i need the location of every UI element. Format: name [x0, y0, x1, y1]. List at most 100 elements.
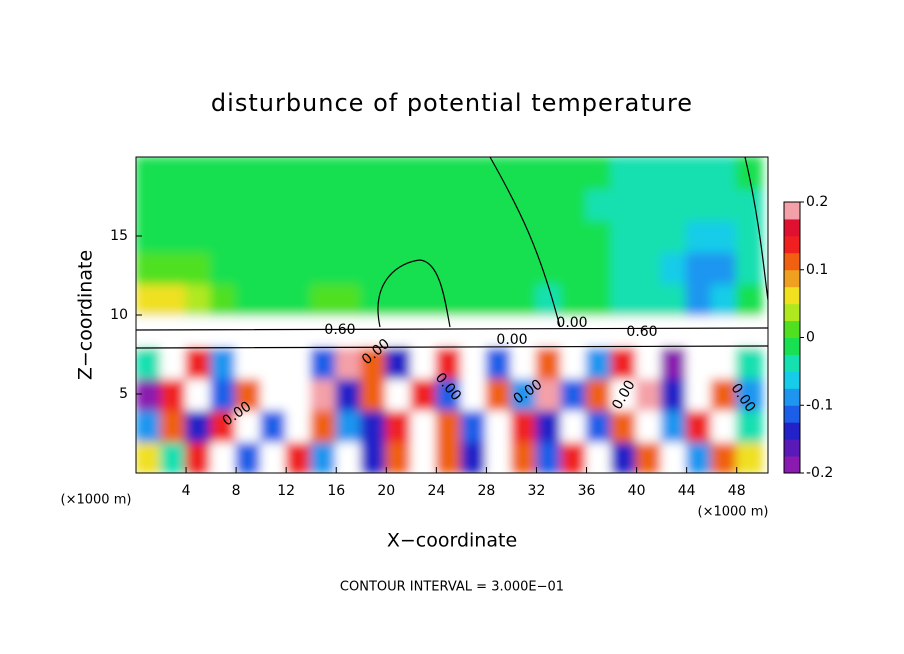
- y-tick-label: 15: [110, 228, 128, 244]
- colorbar-swatch: [784, 286, 800, 305]
- cell: [460, 250, 488, 285]
- cell: [660, 219, 688, 253]
- cell: [410, 157, 438, 190]
- cell: [610, 440, 638, 473]
- cell: [585, 219, 613, 253]
- cell: [635, 408, 663, 443]
- cell: [410, 282, 438, 316]
- cell: [260, 187, 288, 222]
- cell: [485, 219, 513, 253]
- cell: [710, 187, 738, 222]
- cell: [435, 157, 463, 190]
- cell: [560, 408, 588, 443]
- cell: [410, 219, 438, 253]
- cell: [136, 345, 163, 380]
- cell: [585, 250, 613, 285]
- cell: [185, 440, 213, 473]
- cell: [735, 377, 763, 411]
- cell: [435, 408, 463, 443]
- cell: [585, 408, 613, 443]
- cell: [310, 250, 338, 285]
- cell: [210, 219, 238, 253]
- cell: [136, 440, 163, 473]
- cell: [410, 440, 438, 473]
- colorbar-swatch: [784, 303, 800, 322]
- x-tick-label: 32: [528, 483, 546, 499]
- cell: [435, 219, 463, 253]
- cell: [485, 440, 513, 473]
- cell: [410, 377, 438, 411]
- x-tick-label: 4: [182, 483, 191, 499]
- cell: [210, 408, 238, 443]
- cell: [460, 157, 488, 190]
- cell: [385, 282, 413, 316]
- cell: [460, 345, 488, 380]
- cell: [435, 250, 463, 285]
- cell: [510, 440, 538, 473]
- cell: [735, 250, 763, 285]
- cell: [510, 408, 538, 443]
- cell: [635, 440, 663, 473]
- cell: [410, 345, 438, 380]
- colorbar-label: 0: [806, 330, 815, 346]
- cell: [335, 377, 363, 411]
- cell: [360, 377, 388, 411]
- cell: [335, 187, 363, 222]
- cell: [710, 282, 738, 316]
- cell: [385, 187, 413, 222]
- contour-label: 0.60: [324, 322, 355, 338]
- cell: [485, 282, 513, 316]
- cell: [360, 408, 388, 443]
- cell: [410, 314, 438, 348]
- cell: [285, 219, 313, 253]
- cell: [560, 250, 588, 285]
- cell: [685, 408, 713, 443]
- cell: [735, 408, 763, 443]
- cell: [585, 157, 613, 190]
- cell: [635, 345, 663, 380]
- cells: [136, 157, 763, 473]
- cell: [635, 250, 663, 285]
- cell: [460, 282, 488, 316]
- x-tick-label: 16: [327, 483, 345, 499]
- cell: [260, 408, 288, 443]
- cell: [485, 377, 513, 411]
- cell: [735, 314, 763, 348]
- cell: [360, 282, 388, 316]
- cell: [185, 250, 213, 285]
- contour-label: 0.00: [556, 315, 587, 331]
- cell: [260, 282, 288, 316]
- colorbar-swatch: [784, 320, 800, 338]
- colorbar-swatch: [784, 337, 800, 355]
- cell: [310, 377, 338, 411]
- cell: [735, 345, 763, 380]
- cell: [610, 157, 638, 190]
- cell: [235, 440, 263, 473]
- cell: [685, 377, 713, 411]
- colorbar-swatch: [784, 371, 800, 389]
- cell: [310, 219, 338, 253]
- cell: [185, 157, 213, 190]
- cell: [160, 157, 188, 190]
- cell: [235, 282, 263, 316]
- contour-line: [135, 156, 769, 349]
- colorbar-swatch: [784, 354, 800, 372]
- cell: [685, 250, 713, 285]
- cell: [385, 440, 413, 473]
- cell: [260, 377, 288, 411]
- cell: [485, 187, 513, 222]
- cell: [510, 377, 538, 411]
- cell: [535, 345, 563, 380]
- cell: [510, 282, 538, 316]
- colorbar-label: -0.2: [806, 465, 833, 481]
- footnote: CONTOUR INTERVAL = 3.000E−01: [340, 580, 564, 595]
- cell: [635, 157, 663, 190]
- cell: [310, 314, 338, 348]
- cell: [735, 282, 763, 316]
- cell: [535, 377, 563, 411]
- cell: [585, 187, 613, 222]
- cell: [235, 377, 263, 411]
- cell: [685, 440, 713, 473]
- colorbar-swatch: [784, 456, 800, 474]
